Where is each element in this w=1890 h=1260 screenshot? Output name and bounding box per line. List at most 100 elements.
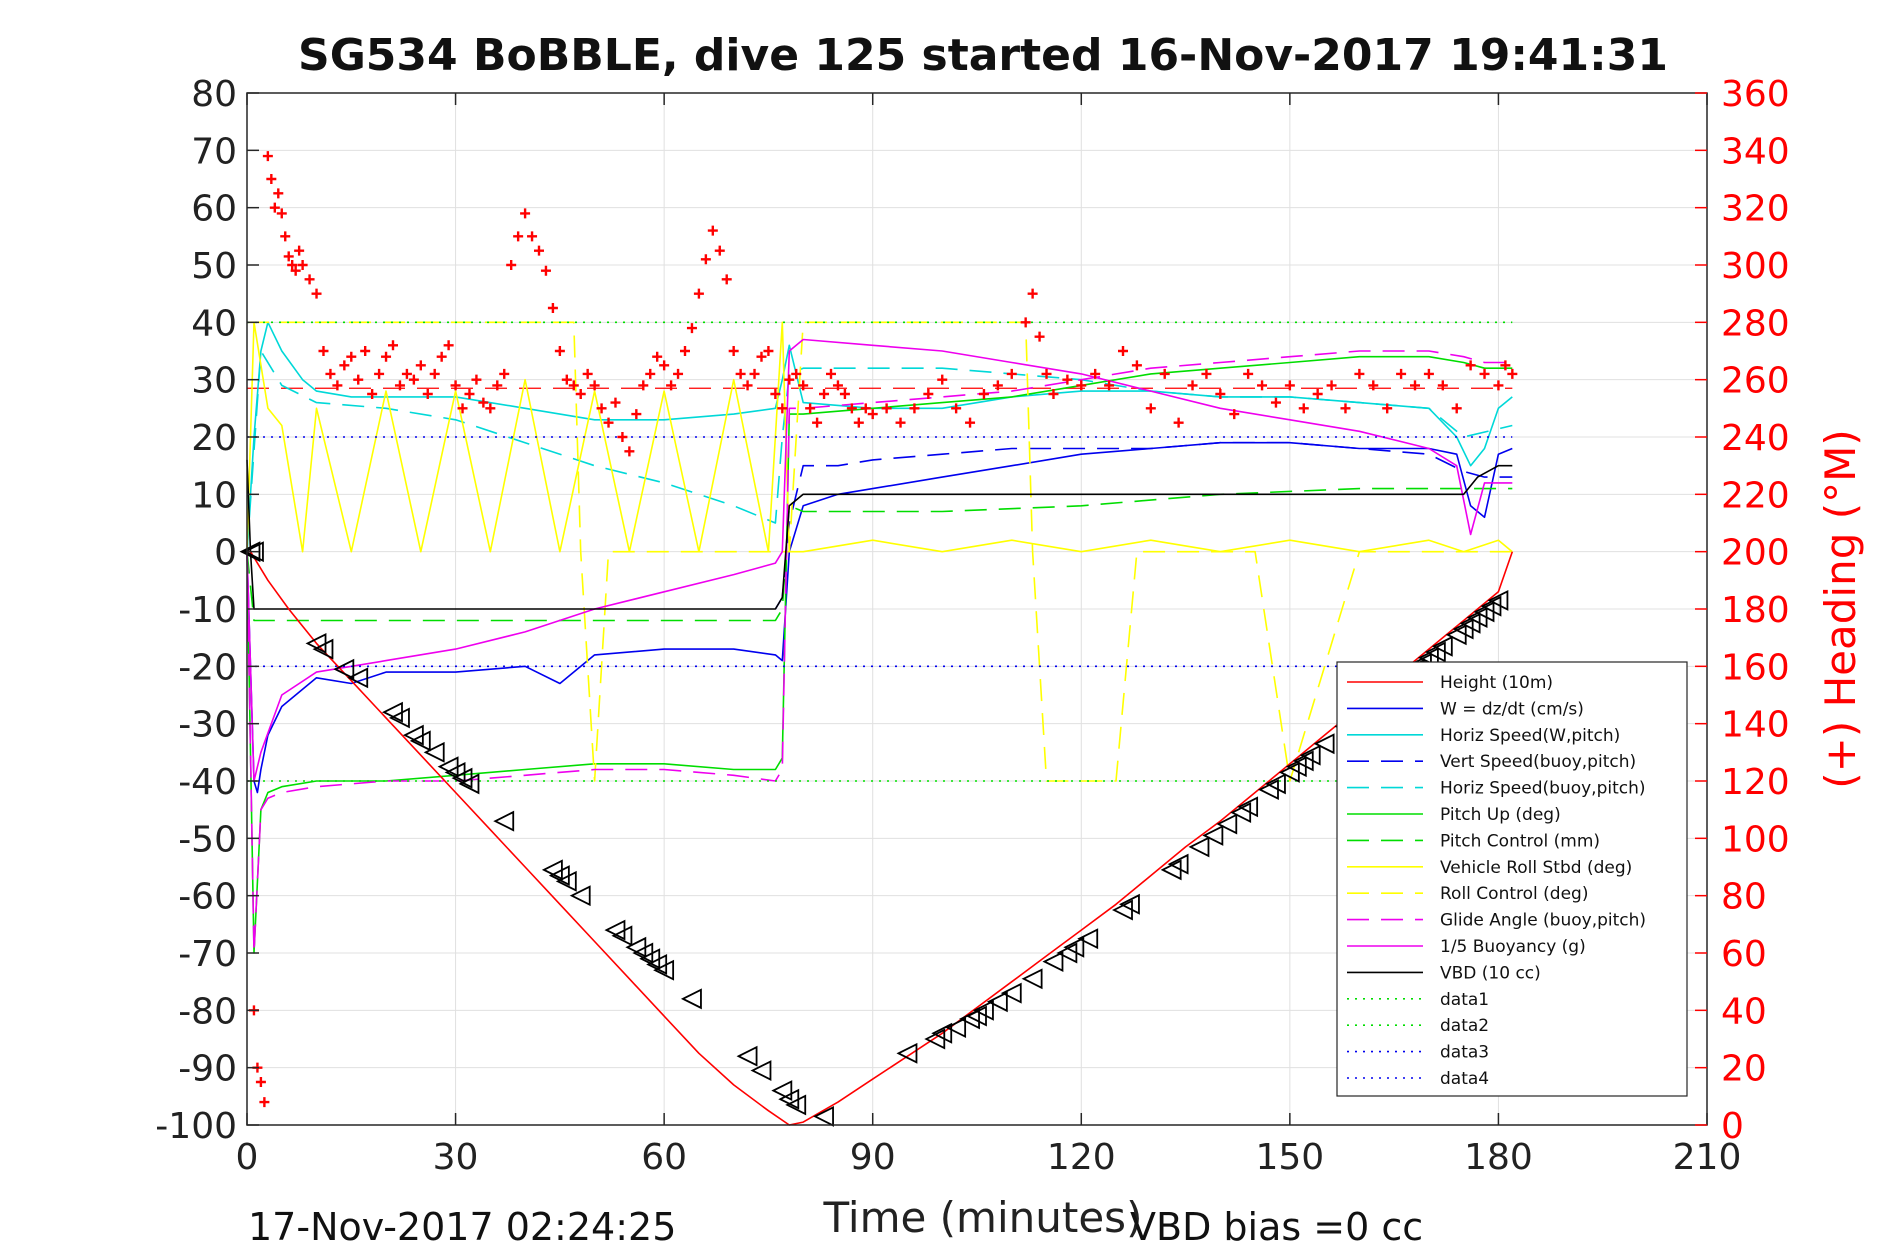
heading-point: [693, 288, 704, 299]
heading-point: [686, 323, 697, 334]
heading-point: [1131, 360, 1142, 371]
heading-point: [645, 368, 656, 379]
depth-marker: [611, 925, 633, 947]
heading-point: [262, 151, 273, 162]
depth-marker: [1487, 589, 1509, 611]
heading-point: [276, 208, 287, 219]
heading-point: [777, 403, 788, 414]
y2-tick-label: 60: [1721, 934, 1767, 975]
depth-marker: [458, 773, 480, 795]
heading-point: [610, 397, 621, 408]
depth-marker: [771, 1080, 793, 1102]
heading-point: [923, 389, 934, 399]
legend-entry: data3: [1440, 1043, 1489, 1063]
y2-tick-label: 320: [1721, 189, 1790, 230]
series-line: [246, 350, 1513, 954]
heading-point: [1354, 368, 1365, 379]
heading-point: [909, 403, 920, 414]
depth-marker: [555, 870, 577, 892]
y-tick-label: -70: [178, 934, 237, 975]
heading-point: [255, 1077, 266, 1087]
depth-marker: [312, 638, 334, 660]
x-tick-label: 150: [1255, 1137, 1324, 1178]
heading-point: [784, 374, 795, 385]
legend-entry: Roll Control (deg): [1440, 884, 1588, 904]
heading-point: [273, 188, 284, 199]
heading-point: [1451, 403, 1462, 414]
heading-point: [1048, 389, 1059, 399]
legend-entry: VBD (10 cc): [1440, 963, 1541, 983]
depth-marker: [813, 1105, 834, 1127]
heading-point: [937, 374, 948, 385]
heading-point: [568, 380, 579, 391]
heading-point: [617, 432, 628, 442]
depth-marker: [1431, 635, 1453, 657]
heading-point: [506, 260, 517, 270]
heading-point: [624, 446, 635, 457]
heading-point: [638, 380, 649, 391]
heading-point: [728, 346, 739, 356]
heading-point: [1270, 397, 1281, 408]
y2-tick-label: 40: [1721, 991, 1767, 1032]
axis-ticks: 0 30 60 90 120 150 180 21080706050403020100-10-…: [155, 74, 1789, 1178]
heading-point: [992, 380, 1003, 391]
depth-marker: [423, 741, 445, 763]
heading-point: [1326, 380, 1337, 391]
depth-marker: [1299, 744, 1321, 766]
heading-point: [1187, 380, 1198, 391]
depth-markers: [239, 541, 1509, 1127]
y-tick-label: 60: [191, 189, 237, 230]
depth-marker: [986, 991, 1008, 1013]
depth-marker: [1042, 951, 1064, 973]
heading-point: [360, 346, 371, 356]
depth-marker: [785, 1094, 807, 1116]
heading-point: [471, 374, 482, 385]
depth-marker: [931, 1022, 953, 1044]
depth-marker: [1118, 893, 1140, 915]
depth-marker: [1216, 813, 1238, 835]
y-tick-label: -50: [178, 819, 237, 860]
heading-point: [860, 403, 871, 414]
depth-marker: [409, 730, 431, 752]
x-tick-label: 90: [850, 1137, 896, 1178]
heading-point: [436, 351, 447, 362]
heading-point: [631, 409, 642, 420]
depth-marker: [750, 1060, 772, 1081]
heading-point: [666, 380, 677, 391]
heading-point: [353, 374, 364, 385]
legend-entry: Glide Angle (buoy,pitch): [1440, 911, 1646, 931]
y-tick-label: -40: [178, 762, 237, 803]
heading-point: [1284, 380, 1295, 391]
depth-marker: [333, 658, 355, 680]
x-tick-label: 30: [433, 1137, 479, 1178]
y2-tick-label: 260: [1721, 361, 1790, 402]
heading-point: [401, 368, 412, 379]
heading-point: [422, 389, 433, 399]
heading-point: [394, 380, 405, 391]
heading-point: [367, 389, 378, 399]
heading-point: [575, 389, 586, 399]
heading-point: [1215, 389, 1226, 399]
heading-point: [339, 360, 350, 371]
y-tick-label: 70: [191, 131, 237, 172]
heading-point: [735, 368, 746, 379]
heading-point: [1041, 368, 1052, 379]
x-tick-label: 0: [236, 1137, 259, 1178]
heading-point: [1006, 368, 1017, 379]
heading-point: [1312, 389, 1323, 399]
heading-point: [582, 368, 593, 379]
heading-point: [1500, 360, 1511, 371]
series-line: [246, 350, 1513, 552]
chart-title: SG534 BoBBLE, dive 125 started 16-Nov-20…: [298, 30, 1668, 81]
heading-point: [1507, 368, 1518, 379]
y2-tick-label: 100: [1721, 819, 1790, 860]
heading-point: [311, 288, 322, 299]
heading-point: [1027, 288, 1038, 299]
depth-marker: [1237, 796, 1259, 818]
heading-point: [485, 403, 496, 414]
legend-entry: data4: [1440, 1069, 1489, 1089]
depth-marker: [1167, 853, 1189, 875]
series-line: [774, 441, 1513, 610]
depth-marker: [896, 1042, 918, 1064]
heading-point: [1104, 380, 1115, 391]
